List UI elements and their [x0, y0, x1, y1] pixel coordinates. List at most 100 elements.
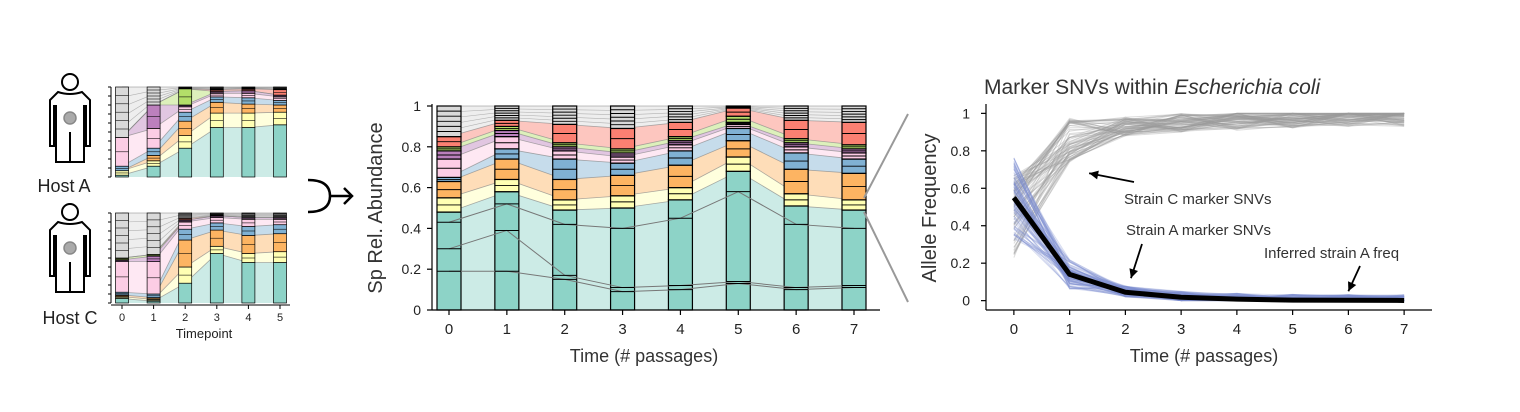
- zoom-connector-top: [863, 113, 909, 199]
- main-y-tick-label: 0.4: [402, 220, 422, 236]
- bar-segment-teal: [609, 207, 636, 311]
- mini-x-tick-label: 4: [245, 312, 251, 324]
- strain-c-snv-line: [1013, 114, 1405, 208]
- teal-species-line: [448, 191, 855, 229]
- strain-c-snv-line: [1013, 112, 1405, 207]
- strain-c-snv-line: [1013, 112, 1405, 201]
- band-green: [449, 116, 854, 153]
- bar-segment-teal: [241, 127, 256, 178]
- bar-segment-teal: [115, 298, 129, 304]
- main-x-tick-label: 6: [792, 321, 800, 338]
- annotation-label: Inferred strain A freq: [1264, 245, 1399, 262]
- band-orange: [122, 102, 280, 171]
- annotation-arrowhead: [1089, 170, 1099, 180]
- strain-c-snv-line: [1013, 112, 1405, 211]
- snv-y-tick-label: 0.6: [951, 180, 971, 196]
- teal-species-line: [448, 229, 855, 289]
- strain-c-snv-line: [1013, 114, 1405, 255]
- host-c-label: Host C: [42, 308, 97, 328]
- strain-c-snv-line: [1013, 112, 1405, 248]
- host-a-label: Host A: [37, 176, 90, 196]
- strain-c-snv-line: [1013, 121, 1405, 199]
- strain-c-snv-line: [1013, 112, 1405, 186]
- snv-x-tick-label: 5: [1288, 321, 1296, 338]
- host-c-mini-chart: 0 1 2 3 4 5: [108, 212, 290, 324]
- strain-c-snv-line: [1013, 115, 1405, 212]
- strain-a-snv-line: [1013, 157, 1405, 298]
- host-c-person-icon: [49, 203, 91, 293]
- band-grey: [122, 87, 280, 138]
- snv-x-tick-label: 3: [1177, 321, 1185, 338]
- strain-c-snv-line: [1013, 112, 1405, 229]
- strain-c-snv-line: [1013, 112, 1405, 226]
- strain-c-snv-line: [1013, 112, 1405, 201]
- strain-c-snv-line: [1013, 112, 1405, 191]
- band-purple: [449, 122, 854, 160]
- strain-c-snv-line: [1013, 114, 1405, 180]
- snv-y-tick-label: 0: [962, 293, 970, 309]
- bar-segment-teal: [241, 262, 256, 304]
- host-a-person-icon: [49, 73, 91, 163]
- band-purple: [122, 215, 280, 262]
- band-pink: [122, 217, 280, 294]
- strain-a-snv-line: [1013, 227, 1405, 302]
- strain-c-snv-line: [1013, 112, 1405, 224]
- strain-c-snv-line: [1013, 112, 1405, 255]
- snv-x-tick-label: 2: [1121, 321, 1129, 338]
- snv-title-prefix: Marker SNVs within: [984, 76, 1174, 99]
- strain-c-snv-line: [1013, 112, 1405, 201]
- snv-x-tick-label: 6: [1344, 321, 1352, 338]
- strain-c-snv-line: [1013, 112, 1405, 180]
- strain-c-snv-line: [1013, 115, 1405, 208]
- main-x-tick-label: 4: [676, 321, 684, 338]
- strain-c-snv-line: [1013, 112, 1405, 198]
- mini-x-axis-label: Timepoint: [176, 326, 233, 341]
- strain-c-snv-line: [1013, 113, 1405, 216]
- strain-c-snv-line: [1013, 117, 1405, 226]
- strain-c-snv-line: [1013, 112, 1405, 182]
- main-x-tick-label: 5: [734, 321, 742, 338]
- snv-x-axis-label: Time (# passages): [1130, 346, 1278, 366]
- strain-c-snv-line: [1013, 114, 1405, 225]
- strain-c-snv-line: [1013, 116, 1405, 193]
- annotation-arrowhead: [1348, 281, 1357, 292]
- species-abundance-chart: 0 0.2 0.4 0.6 0.8 1 0 1 2 3 4 5 6 7: [402, 98, 880, 338]
- strain-c-snv-line: [1013, 112, 1405, 225]
- annotation-label: Strain A marker SNVs: [1126, 222, 1271, 239]
- strain-c-snv-line: [1013, 112, 1405, 217]
- strain-c-snv-line: [1013, 112, 1405, 196]
- band-teal: [122, 124, 280, 177]
- strain-c-snv-line: [1013, 112, 1405, 192]
- strain-c-snv-line: [1013, 112, 1405, 186]
- strain-c-snv-line: [1013, 112, 1405, 176]
- strain-c-snv-line: [1013, 112, 1405, 191]
- strain-c-snv-line: [1013, 112, 1405, 187]
- snv-x-tick-label: 7: [1400, 321, 1408, 338]
- strain-c-snv-line: [1013, 112, 1405, 236]
- strain-c-snv-line: [1013, 116, 1405, 242]
- band-orange: [449, 140, 854, 200]
- main-y-tick-label: 0.6: [402, 180, 422, 196]
- strain-c-snv-line: [1013, 112, 1405, 179]
- main-x-tick-label: 3: [618, 321, 626, 338]
- strain-c-snv-line: [1013, 114, 1405, 186]
- main-y-axis-label: Sp Rel. Abundance: [365, 122, 387, 293]
- snv-x-tick-label: 4: [1233, 321, 1241, 338]
- merge-arrow-icon: [307, 178, 354, 214]
- strain-c-snv-line: [1013, 112, 1405, 198]
- snv-y-tick-label: 0.8: [951, 143, 971, 159]
- strain-c-snv-line: [1013, 112, 1405, 191]
- bar-segment-teal: [725, 170, 751, 311]
- main-x-axis-label: Time (# passages): [570, 346, 718, 366]
- snv-y-tick-label: 0.4: [951, 218, 971, 234]
- strain-c-snv-line: [1013, 115, 1405, 206]
- strain-c-snv-line: [1013, 113, 1405, 252]
- zoom-connector-bottom: [863, 211, 909, 303]
- strain-c-snv-line: [1013, 112, 1405, 256]
- snv-y-axis-label: Allele Frequency: [919, 134, 941, 283]
- bar-segment-teal: [146, 165, 161, 178]
- mini-x-tick-label: 1: [151, 312, 157, 324]
- strain-a-snv-line: [1013, 227, 1405, 302]
- bar-segment-teal: [273, 262, 287, 304]
- strain-c-snv-line: [1013, 113, 1405, 195]
